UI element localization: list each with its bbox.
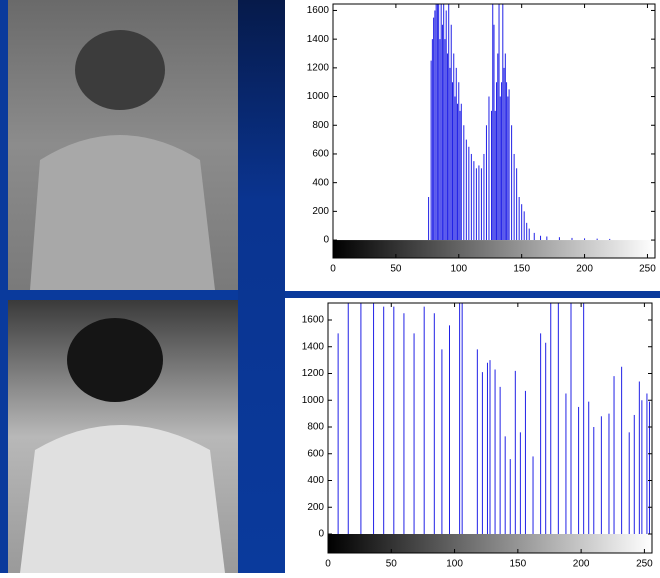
y-tick-label: 0: [318, 529, 324, 540]
y-tick-label: 1600: [307, 5, 330, 16]
y-tick-label: 800: [307, 422, 324, 433]
x-tick-label: 150: [513, 264, 530, 275]
y-tick-label: 1200: [302, 368, 325, 379]
y-tick-label: 1400: [302, 341, 325, 352]
bars: [337, 303, 650, 535]
y-tick-label: 1000: [302, 395, 325, 406]
y-tick-label: 600: [307, 448, 324, 459]
x-tick-label: 150: [510, 559, 527, 570]
photo-detail: [75, 30, 165, 110]
x-tick-label: 200: [573, 559, 590, 570]
bars: [428, 4, 611, 241]
y-tick-label: 0: [323, 235, 329, 246]
axes-box: [327, 302, 653, 554]
y-tick-label: 1400: [307, 34, 330, 45]
x-tick-label: 250: [636, 559, 653, 570]
y-tick-label: 200: [307, 502, 324, 513]
y-tick-label: 400: [312, 177, 329, 188]
y-tick-label: 800: [312, 120, 329, 131]
photo-detail: [67, 318, 163, 402]
x-tick-label: 50: [386, 559, 398, 570]
x-tick-label: 100: [446, 559, 463, 570]
x-tick-label: 250: [639, 264, 656, 275]
colorbar: [333, 240, 655, 258]
background-band: [238, 0, 285, 573]
axes-box: [332, 3, 656, 259]
x-tick-label: 200: [576, 264, 593, 275]
y-tick-label: 600: [312, 149, 329, 160]
y-tick-label: 1000: [307, 91, 330, 102]
y-tick-label: 400: [307, 475, 324, 486]
x-tick-label: 0: [325, 559, 331, 570]
colorbar: [328, 534, 652, 553]
x-tick-label: 100: [450, 264, 467, 275]
photo-detail: [20, 425, 225, 573]
x-tick-label: 50: [390, 264, 402, 275]
y-tick-label: 200: [312, 206, 329, 217]
y-tick-label: 1200: [307, 62, 330, 73]
photo-detail: [30, 135, 215, 290]
x-tick-label: 0: [330, 264, 336, 275]
y-tick-label: 1600: [302, 315, 325, 326]
plot-panel: [285, 298, 660, 573]
